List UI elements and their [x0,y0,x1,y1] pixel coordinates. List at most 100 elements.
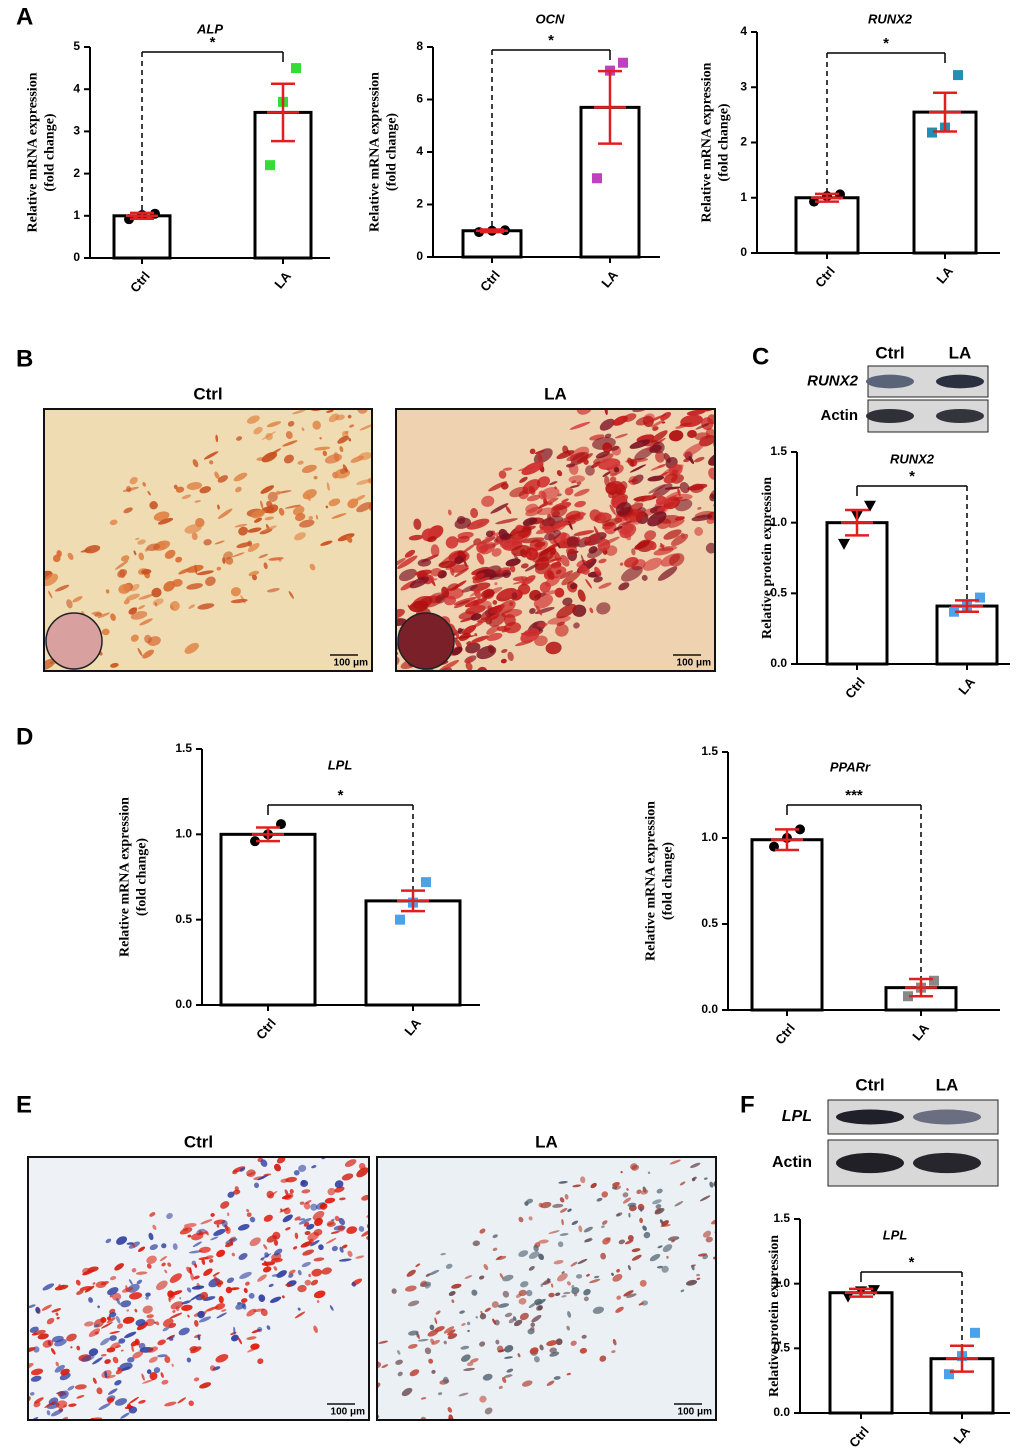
stain-blob [331,1218,335,1222]
stain-blob [601,1225,605,1229]
stain-blob [445,676,465,695]
data-point [795,824,805,835]
stain-blob [325,505,329,509]
stain-blob [563,541,566,545]
stain-blob [179,1297,182,1300]
stain-blob [737,1199,743,1206]
stain-blob [568,475,586,484]
stain-blob [298,1218,306,1221]
stain-blob [122,1316,135,1324]
stain-blob [631,1248,641,1253]
stain-blob [493,672,502,681]
stain-blob [593,1275,600,1279]
stain-blob [498,600,516,614]
stain-blob [499,1273,504,1279]
stain-blob [598,558,607,564]
stain-blob [273,1163,282,1172]
stain-blob [51,1308,62,1313]
stain-blob [220,1201,230,1209]
stain-blob [547,615,571,625]
stain-blob [728,421,737,431]
y-tick-label: 1 [73,208,80,222]
stain-blob [144,634,152,644]
stain-blob [328,1424,336,1430]
stain-blob [344,1159,357,1167]
stain-blob [138,552,145,561]
stain-blob [192,1241,203,1248]
stain-blob [273,1266,278,1271]
stain-blob [686,409,706,416]
stain-blob [266,1325,271,1330]
x-tick-label: LA [401,1015,424,1038]
stain-blob [155,1280,168,1291]
stain-blob [727,507,734,513]
stain-blob [46,1410,51,1416]
stain-blob [86,1425,93,1433]
stain-blob [501,1377,507,1384]
stain-blob [447,583,459,592]
stain-blob [374,631,390,644]
stain-blob [546,1380,555,1386]
stain-image [374,391,737,708]
stain-blob [447,1407,453,1413]
stain-blob [479,1275,485,1280]
stain-blob [460,1354,471,1362]
stain-blob [650,430,668,443]
stain-blob [413,518,422,530]
stain-blob [136,1279,143,1285]
y-tick-label: 2 [73,166,80,180]
y-axis-label: Relative mRNA expression [700,62,715,222]
stain-blob [643,1231,651,1239]
stain-blob [24,574,38,584]
stain-blob [319,1202,328,1210]
stain-blob [528,1266,535,1271]
stain-blob [338,1217,345,1226]
stain-blob [623,391,628,398]
stain-blob [131,1267,137,1273]
stain-blob [175,486,185,493]
stain-blob [596,602,611,615]
stain-blob [97,1305,100,1309]
stain-blob [200,1291,209,1300]
stain-blob [108,1312,117,1318]
stain-blob [261,431,276,441]
stain-blob [306,1223,315,1230]
stain-blob [550,505,568,518]
data-point [265,160,275,171]
stain-blob [84,1285,95,1293]
stain-blob [94,612,103,617]
stain-blob [663,473,678,484]
y-tick-label: 2 [416,197,423,211]
stain-blob [10,1371,18,1380]
stain-blob [169,1312,183,1319]
stain-blob [435,699,444,708]
stain-blob [472,573,485,580]
stain-blob [169,1290,183,1296]
stain-blob [312,1210,325,1221]
stain-blob [579,1347,588,1354]
stain-blob [184,524,202,534]
stain-blob [312,420,321,430]
panel-letter: D [16,723,33,750]
stain-blob [536,622,548,628]
stain-blob [334,1186,345,1193]
stain-blob [506,1368,514,1373]
stain-blob [145,1296,149,1300]
stain-blob [623,1290,634,1297]
stain-blob [132,1243,136,1248]
stain-blob [188,1400,194,1407]
stain-blob [489,572,511,578]
y-tick-label: 3 [73,124,80,138]
stain-blob [30,1392,35,1396]
scale-bar-label: 100 μm [677,658,712,669]
stain-blob [573,622,580,629]
stain-blob [327,1187,336,1196]
stain-blob [409,576,430,589]
stain-blob [626,1188,629,1191]
stain-blob [695,422,710,430]
stain-blob [722,526,729,535]
stain-blob [313,1228,323,1236]
stain-blob [589,1278,601,1284]
stain-blob [249,1216,256,1223]
stain-blob [186,583,203,590]
